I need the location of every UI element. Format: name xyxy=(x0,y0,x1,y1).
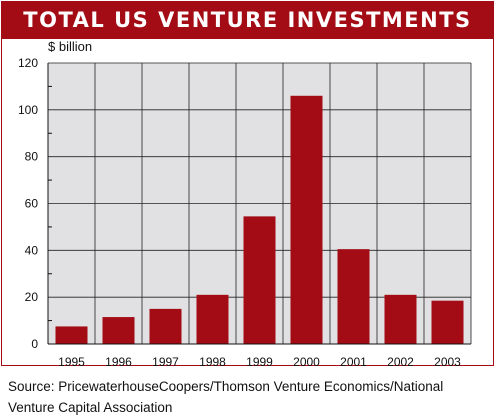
x-axis-ticks: 1995 1996 1997 1998 1999 2000 2001 2002 2003 xyxy=(58,355,461,369)
bar-2002 xyxy=(384,294,417,344)
bar-1996 xyxy=(102,317,135,344)
bar-1995 xyxy=(55,326,88,344)
source-note: Source: PricewaterhouseCoopers/Thomson V… xyxy=(8,379,444,415)
bar-1999 xyxy=(243,216,276,344)
x-tick-label: 1999 xyxy=(246,355,273,369)
y-tick-label: 100 xyxy=(18,103,38,117)
bar-2000 xyxy=(290,95,323,345)
x-tick-label: 2003 xyxy=(434,355,461,369)
y-tick-label: 0 xyxy=(31,337,38,351)
x-tick-label: 1998 xyxy=(199,355,226,369)
y-tick-label: 20 xyxy=(25,290,39,304)
bar-1997 xyxy=(149,308,182,344)
x-tick-label: 1995 xyxy=(58,355,85,369)
chart-title: TOTAL US VENTURE INVESTMENTS xyxy=(2,2,493,39)
bar-2003 xyxy=(431,300,464,344)
bar-1998 xyxy=(196,294,229,344)
y-tick-label: 40 xyxy=(25,243,39,257)
y-axis-ticks: 0 20 40 60 80 100 120 xyxy=(18,56,52,351)
y-axis-unit-label: $ billion xyxy=(48,39,93,54)
bar-2001 xyxy=(337,249,370,344)
x-tick-label: 2001 xyxy=(340,355,367,369)
x-tick-label: 2000 xyxy=(293,355,320,369)
x-tick-label: 1996 xyxy=(105,355,132,369)
y-tick-label: 80 xyxy=(25,150,39,164)
y-tick-label: 60 xyxy=(25,197,39,211)
x-tick-label: 2002 xyxy=(387,355,414,369)
y-tick-label: 120 xyxy=(18,56,38,70)
x-tick-label: 1997 xyxy=(152,355,179,369)
bars xyxy=(55,95,464,345)
